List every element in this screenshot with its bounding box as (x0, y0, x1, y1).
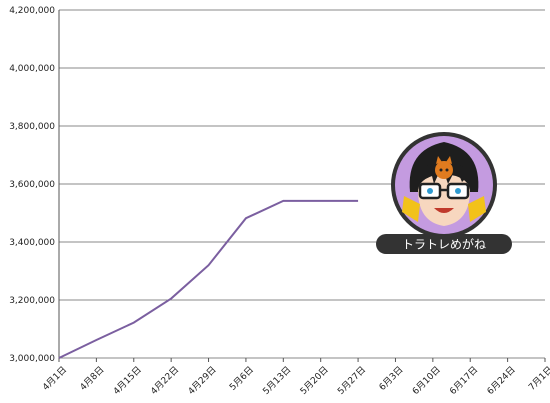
x-tick-label: 4月22日 (149, 364, 182, 397)
series-line (58, 199, 359, 359)
y-tick-label: 3,000,000 (9, 354, 55, 364)
x-tick-label: 7月1日 (526, 364, 550, 393)
x-tick-label: 4月29日 (186, 364, 219, 397)
x-tick-label: 6月17日 (448, 364, 481, 397)
series (58, 199, 359, 359)
x-tick-label: 4月8日 (78, 364, 107, 393)
y-tick-label: 3,600,000 (9, 180, 55, 190)
y-tick-label: 4,200,000 (9, 6, 55, 16)
x-tick-label: 6月24日 (485, 364, 518, 397)
x-tick-label: 4月15日 (111, 364, 144, 397)
x-axis-ticks: 4月1日 4月8日 4月15日 4月22日 4月29日 5月6日 5月13日 5月20日 5月2… (40, 358, 550, 397)
grid-lines (59, 9, 545, 359)
y-tick-label: 3,200,000 (9, 296, 55, 306)
x-tick-label: 5月6日 (227, 364, 256, 393)
x-tick-label: 5月20日 (298, 364, 331, 397)
y-tick-label: 3,800,000 (9, 122, 55, 132)
badge (376, 234, 512, 254)
x-tick-label: 6月3日 (377, 364, 406, 393)
x-tick-label: 6月10日 (410, 364, 443, 397)
watermark-label: トラトレめがね (402, 237, 486, 252)
x-tick-label: 5月13日 (261, 364, 294, 397)
x-tick-label: 5月27日 (335, 364, 368, 397)
avatar-glasses-cat-icon (402, 142, 486, 226)
y-axis-ticks: 4,200,000 4,000,000 3,800,000 3,600,000 3,40… (9, 6, 55, 364)
y-tick-label: 3,400,000 (9, 238, 55, 248)
x-tick-label: 4月1日 (40, 364, 69, 393)
y-tick-label: 4,000,000 (9, 64, 55, 74)
watermark: トラトレめがね (376, 132, 512, 254)
